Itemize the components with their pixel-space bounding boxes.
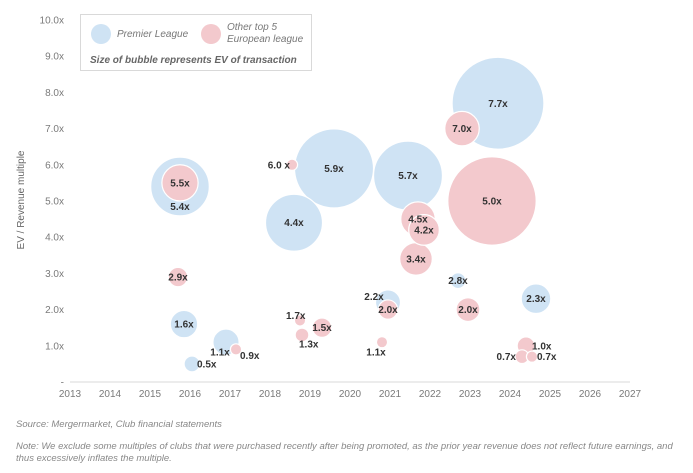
data-label: 4.4x xyxy=(284,218,304,229)
x-tick-label: 2014 xyxy=(99,389,122,400)
y-tick-label: 10.0x xyxy=(40,16,64,27)
y-tick-label: 6.0x xyxy=(45,160,64,171)
x-tick-label: 2016 xyxy=(179,389,202,400)
x-tick-label: 2019 xyxy=(299,389,322,400)
x-tick-label: 2018 xyxy=(259,389,282,400)
data-label: 5.7x xyxy=(398,171,418,182)
y-axis-ticks: - 1.0x 2.0x 3.0x 4.0x 5.0x 6.0x 7.0x 8.0x 9.0x 10.… xyxy=(40,16,64,389)
y-tick-label: 3.0x xyxy=(45,269,64,280)
other-league-bubble xyxy=(455,297,481,323)
data-label: 1.5x xyxy=(312,323,332,334)
other-league-bubble xyxy=(311,317,333,338)
data-label: 1.7x xyxy=(286,311,306,322)
other-league-bubble xyxy=(167,266,189,288)
data-label: 0.9x xyxy=(240,351,260,362)
data-label: 6.0 x xyxy=(268,160,291,171)
y-tick-label: 9.0x xyxy=(45,52,64,63)
other-league-bubble xyxy=(229,343,243,356)
data-label: 1.6x xyxy=(174,320,194,331)
other-league-bubble xyxy=(285,158,299,171)
x-tick-label: 2015 xyxy=(139,389,162,400)
y-tick-label: - xyxy=(61,378,64,389)
y-tick-label: 4.0x xyxy=(45,233,64,244)
y-tick-label: 8.0x xyxy=(45,88,64,99)
data-label: 5.0x xyxy=(482,197,502,208)
data-label: 1.1x xyxy=(210,348,230,359)
data-labels-layer: 5.4x1.6x0.5x1.1x4.4x5.9x2.2x5.7x2.8x7.7x… xyxy=(168,99,557,371)
premier-league-bubble xyxy=(449,272,467,290)
x-tick-label: 2023 xyxy=(459,389,482,400)
other-league-bubble xyxy=(525,350,539,363)
bubbles-layer xyxy=(150,56,552,373)
data-label: 1.0x xyxy=(532,341,552,352)
other-league-bubble xyxy=(161,164,199,202)
exclusion-note: Note: We exclude some multiples of clubs… xyxy=(16,441,673,464)
x-tick-label: 2017 xyxy=(219,389,242,400)
data-label: 0.7x xyxy=(537,352,557,363)
data-label: 2.9x xyxy=(168,273,188,284)
y-tick-label: 7.0x xyxy=(45,124,64,135)
data-label: 5.5x xyxy=(170,178,190,189)
other-league-bubble xyxy=(375,335,389,349)
x-tick-label: 2020 xyxy=(339,389,362,400)
data-label: 2.8x xyxy=(448,276,468,287)
data-label: 4.5x xyxy=(408,215,428,226)
legend-other-swatch xyxy=(201,24,221,44)
y-axis-title: EV / Revenue multiple xyxy=(16,150,27,249)
other-league-bubble xyxy=(447,156,537,246)
bubble-chart: - 1.0x 2.0x 3.0x 4.0x 5.0x 6.0x 7.0x 8.0x 9.0x 10.… xyxy=(16,16,642,401)
data-label: 2.3x xyxy=(526,294,546,305)
other-league-bubble xyxy=(408,214,440,246)
legend: Premier League Other top 5 European leag… xyxy=(80,14,312,71)
data-label: 5.4x xyxy=(170,202,190,213)
other-league-bubble xyxy=(293,314,307,327)
x-tick-label: 2022 xyxy=(419,389,442,400)
data-label: 1.1x xyxy=(366,348,386,359)
data-label: 2.0x xyxy=(458,305,478,316)
source-note: Source: Mergermarket, Club financial sta… xyxy=(16,419,222,430)
other-league-bubble xyxy=(294,327,310,343)
legend-other-label: Other top 5 European league xyxy=(227,22,304,45)
data-label: 2.2x xyxy=(364,292,384,303)
y-tick-label: 5.0x xyxy=(45,197,64,208)
x-axis-ticks: 2013 2014 2015 2016 2017 2018 2019 2020 2021 2022… xyxy=(59,389,642,400)
other-league-bubble xyxy=(377,299,399,320)
data-label: 4.2x xyxy=(414,225,434,236)
legend-premier-label: Premier League xyxy=(117,29,189,40)
data-label: 7.0x xyxy=(452,124,472,135)
premier-league-bubble xyxy=(183,355,201,373)
data-label: 3.4x xyxy=(406,254,426,265)
y-tick-label: 2.0x xyxy=(45,305,64,316)
legend-size-note: Size of bubble represents EV of transact… xyxy=(90,55,297,66)
premier-league-bubble xyxy=(520,283,552,315)
data-label: 2.0x xyxy=(378,305,398,316)
x-tick-label: 2021 xyxy=(379,389,402,400)
other-league-bubble xyxy=(444,110,480,147)
premier-league-bubble xyxy=(169,309,199,339)
x-tick-label: 2026 xyxy=(579,389,602,400)
data-label: 1.3x xyxy=(299,339,319,350)
x-tick-label: 2013 xyxy=(59,389,82,400)
x-tick-label: 2025 xyxy=(539,389,562,400)
data-label: 0.5x xyxy=(197,359,217,370)
premier-league-bubble xyxy=(264,193,324,252)
x-tick-label: 2024 xyxy=(499,389,522,400)
data-label: 5.9x xyxy=(324,164,344,175)
legend-premier-swatch xyxy=(91,24,111,44)
x-tick-label: 2027 xyxy=(619,389,642,400)
data-label: 0.7x xyxy=(497,352,517,363)
data-label: 7.7x xyxy=(488,99,508,110)
y-tick-label: 1.0x xyxy=(45,341,64,352)
